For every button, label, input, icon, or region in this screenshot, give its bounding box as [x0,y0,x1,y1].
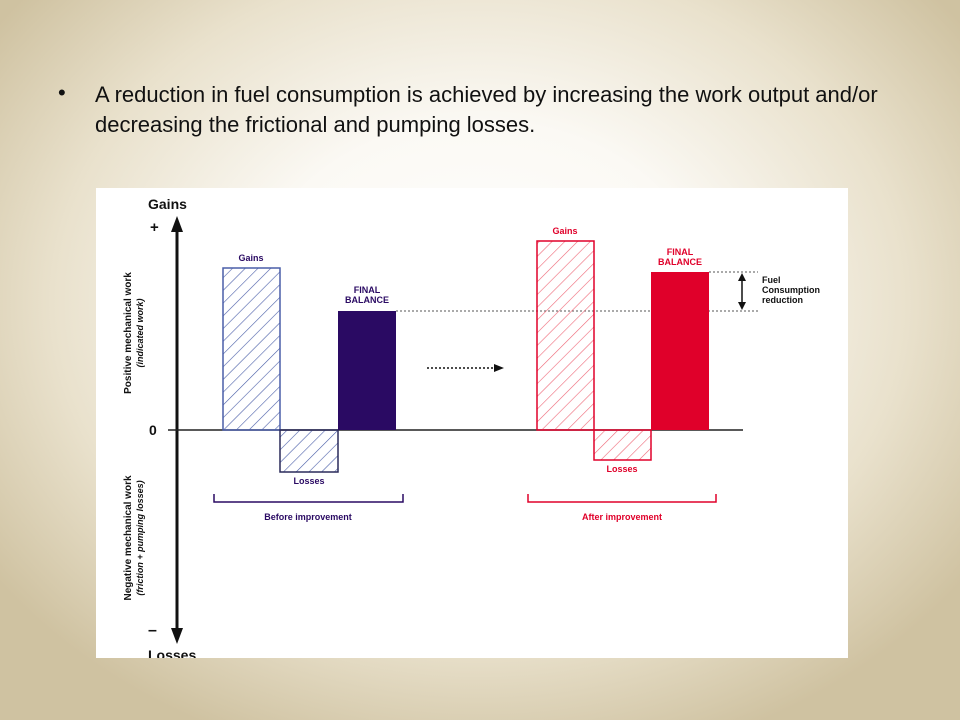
axis-minus-sign: – [148,622,157,639]
after-gains-label: Gains [552,226,577,236]
axis-zero-label: 0 [149,422,157,438]
annotation-consumption: Consumption [762,285,820,295]
axis-plus-sign: + [150,219,159,236]
after-losses-bar [593,429,652,461]
axis-top-label: Gains [148,196,187,212]
before-group-label: Before improvement [264,512,352,522]
after-final-label: FINAL [667,247,694,257]
before-losses-label: Losses [293,476,324,486]
after-bracket [527,494,717,503]
bullet-marker: • [58,80,66,105]
after-losses-label: Losses [606,464,637,474]
before-final-label: FINAL [354,285,381,295]
transition-arrow-head [494,364,504,372]
negative-work-label: Negative mechanical work [123,475,134,600]
after-gains-bar [536,240,595,431]
diagram-svg: Gains Losses + – 0 Positive mechanical w… [123,196,820,658]
annotation-fuel: Fuel [762,275,781,285]
positive-work-label: Positive mechanical work [123,272,134,394]
after-final-balance-bar [651,272,709,430]
reduction-arrow-up [738,273,746,281]
before-gains-label: Gains [238,253,263,263]
bullet-text: A reduction in fuel consumption is achie… [95,82,878,137]
before-balance-label: BALANCE [345,295,389,305]
before-gains-bar [222,267,281,431]
positive-work-sublabel: (indicated work) [135,298,145,367]
axis-bottom-label: Losses [148,647,196,658]
axis-up-arrow [171,216,183,232]
before-bracket [213,494,404,503]
before-final-balance-bar [338,311,396,430]
before-losses-bar [279,429,339,473]
work-balance-diagram: Gains Losses + – 0 Positive mechanical w… [96,188,848,658]
annotation-reduction: reduction [762,295,803,305]
axis-down-arrow [171,628,183,644]
after-balance-label: BALANCE [658,257,702,267]
negative-work-sublabel: (friction + pumping losses) [135,480,145,595]
reduction-arrow-down [738,302,746,310]
after-group-label: After improvement [582,512,662,522]
